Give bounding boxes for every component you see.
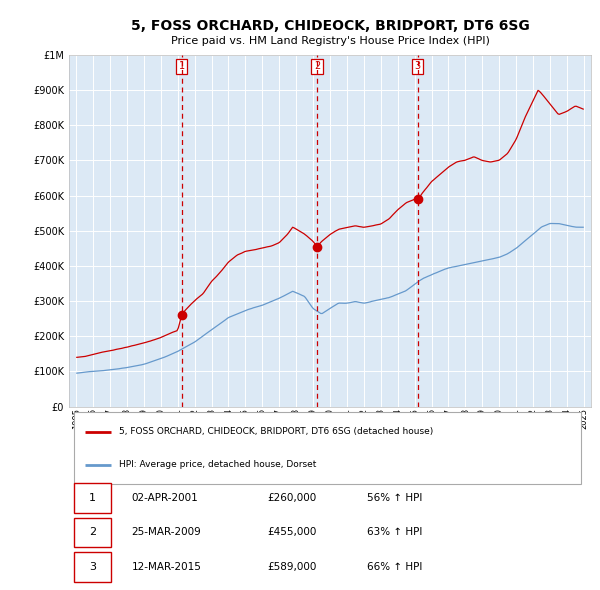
Text: 25-MAR-2009: 25-MAR-2009 [131,527,202,537]
Text: HPI: Average price, detached house, Dorset: HPI: Average price, detached house, Dors… [119,460,316,469]
Text: 02-APR-2001: 02-APR-2001 [131,493,199,503]
Text: 63% ↑ HPI: 63% ↑ HPI [367,527,422,537]
Bar [74,517,111,548]
Text: 12-MAR-2015: 12-MAR-2015 [131,562,202,572]
Bar [74,552,111,582]
Text: 1: 1 [179,61,185,71]
Text: £260,000: £260,000 [268,493,317,503]
Text: 66% ↑ HPI: 66% ↑ HPI [367,562,422,572]
Text: 2: 2 [89,527,96,537]
Text: 2: 2 [314,61,320,71]
Text: 3: 3 [89,562,96,572]
Bar [74,412,581,484]
Text: £589,000: £589,000 [268,562,317,572]
Text: £455,000: £455,000 [268,527,317,537]
Text: 1: 1 [89,493,96,503]
Text: 5, FOSS ORCHARD, CHIDEOCK, BRIDPORT, DT6 6SG (detached house): 5, FOSS ORCHARD, CHIDEOCK, BRIDPORT, DT6… [119,427,433,436]
Text: 3: 3 [415,61,421,71]
Bar [74,483,111,513]
Text: Price paid vs. HM Land Registry's House Price Index (HPI): Price paid vs. HM Land Registry's House … [170,37,490,46]
Text: 56% ↑ HPI: 56% ↑ HPI [367,493,422,503]
Text: 5, FOSS ORCHARD, CHIDEOCK, BRIDPORT, DT6 6SG: 5, FOSS ORCHARD, CHIDEOCK, BRIDPORT, DT6… [131,19,529,33]
